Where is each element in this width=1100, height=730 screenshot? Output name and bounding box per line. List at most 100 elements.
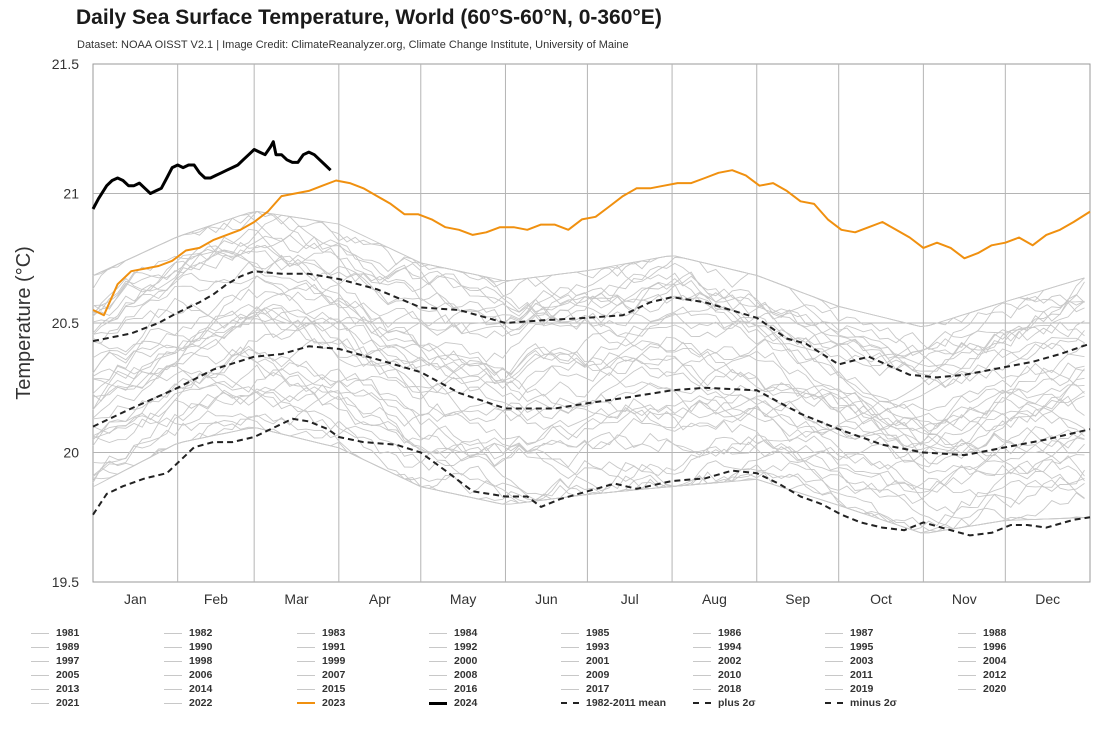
legend-swatch — [958, 688, 976, 690]
legend-label: 2016 — [454, 683, 478, 696]
legend-swatch — [693, 660, 711, 662]
legend-label: 1984 — [454, 627, 478, 640]
legend-label: 1997 — [56, 655, 80, 668]
legend-item: 1982-2011 mean — [561, 697, 666, 711]
legend-label: 1988 — [983, 627, 1007, 640]
legend-item: 1990 — [164, 641, 212, 655]
legend-swatch — [958, 674, 976, 676]
series-line-1989 — [92, 389, 1085, 490]
legend-swatch — [297, 688, 315, 690]
legend-item: 2007 — [297, 669, 345, 683]
legend-item: 1983 — [297, 627, 345, 641]
y-tick-label: 20 — [63, 445, 79, 461]
legend-swatch — [297, 674, 315, 676]
series-line-2005 — [92, 307, 1085, 415]
legend-label: 2009 — [586, 669, 610, 682]
legend-swatch — [164, 660, 182, 662]
chart-title: Daily Sea Surface Temperature, World (60… — [76, 6, 662, 29]
legend-item: 1982 — [164, 627, 212, 641]
legend-label: 2003 — [850, 655, 874, 668]
legend-swatch — [164, 632, 182, 634]
legend-label: 2021 — [56, 697, 80, 710]
legend-label: 1996 — [983, 641, 1007, 654]
legend-item: 2014 — [164, 683, 212, 697]
y-axis-label: Temperature (°C) — [13, 246, 35, 400]
legend-label: 1992 — [454, 641, 478, 654]
x-tick-label: Jun — [535, 591, 558, 607]
legend-item: 2009 — [561, 669, 609, 683]
series-line-1983 — [92, 427, 1085, 532]
series-line-2021 — [92, 210, 1085, 328]
series-line-1990 — [92, 387, 1085, 482]
legend-label: 2001 — [586, 655, 610, 668]
legend-swatch — [297, 632, 315, 634]
legend-label: 2018 — [718, 683, 742, 696]
legend-label: 2010 — [718, 669, 742, 682]
legend-label: 2022 — [189, 697, 213, 710]
legend-item: 2011 — [825, 669, 873, 683]
legend-label: 1999 — [322, 655, 346, 668]
series-line-1987 — [92, 374, 1085, 514]
series-line-2023 — [92, 169, 1091, 317]
legend-label: 2006 — [189, 669, 213, 682]
series-line-plus-2- — [92, 270, 1091, 379]
legend-swatch — [297, 660, 315, 662]
legend-item: 1981 — [31, 627, 79, 641]
series-line-2022 — [92, 214, 1085, 367]
legend-item: 1993 — [561, 641, 609, 655]
legend-swatch — [825, 660, 843, 662]
legend-label: 1981 — [56, 627, 80, 640]
legend-item: 1998 — [164, 655, 212, 669]
x-tick-label: Mar — [284, 591, 308, 607]
legend-item: 1997 — [31, 655, 79, 669]
legend-label: 2002 — [718, 655, 742, 668]
series-line-2003 — [92, 309, 1085, 446]
y-tick-label: 19.5 — [52, 574, 79, 590]
legend-swatch — [31, 688, 49, 690]
x-tick-label: Sep — [785, 591, 810, 607]
x-tick-label: Feb — [204, 591, 228, 607]
legend-label: 2007 — [322, 669, 346, 682]
legend-swatch — [164, 702, 182, 704]
legend-swatch — [825, 674, 843, 676]
series-line-1991 — [92, 364, 1085, 505]
legend-swatch — [429, 701, 447, 705]
series-line-1993 — [92, 374, 1085, 476]
series-line-1986 — [92, 389, 1085, 509]
legend-swatch — [297, 702, 315, 705]
legend-label: 1982-2011 mean — [586, 697, 666, 710]
legend-item: 2013 — [31, 683, 79, 697]
legend-item: 2004 — [958, 655, 1006, 669]
legend-label: 1985 — [586, 627, 610, 640]
legend-swatch — [693, 646, 711, 648]
legend-item: 1988 — [958, 627, 1006, 641]
legend-label: 1995 — [850, 641, 874, 654]
series-line-2011 — [92, 245, 1085, 372]
tick-labels: 19.5 20 20.5 21 21.5 Jan Feb Mar Apr May Jun Jul Aug… — [52, 56, 1060, 607]
legend-swatch — [693, 632, 711, 634]
legend-item: 2008 — [429, 669, 477, 683]
legend-item: 1989 — [31, 641, 79, 655]
legend-item: 2005 — [31, 669, 79, 683]
legend-label: 2020 — [983, 683, 1007, 696]
legend-item: 1984 — [429, 627, 477, 641]
legend-swatch — [958, 660, 976, 662]
x-tick-label: May — [450, 591, 476, 607]
highlight-series-layer — [91, 140, 1091, 537]
legend-item: 2015 — [297, 683, 345, 697]
legend-swatch — [164, 688, 182, 690]
legend-swatch — [429, 688, 447, 690]
legend-swatch — [825, 646, 843, 648]
legend-item: 1999 — [297, 655, 345, 669]
legend-item: 2018 — [693, 683, 741, 697]
legend-swatch — [31, 632, 49, 634]
series-line-1985 — [92, 413, 1085, 534]
legend-swatch — [31, 646, 49, 648]
legend-item: 2021 — [31, 697, 79, 711]
legend-label: 1987 — [850, 627, 874, 640]
legend-swatch — [31, 674, 49, 676]
legend-item: plus 2σ — [693, 697, 756, 711]
legend-item: 2010 — [693, 669, 741, 683]
series-line-2000 — [92, 303, 1085, 431]
series-line-1995 — [92, 346, 1085, 458]
